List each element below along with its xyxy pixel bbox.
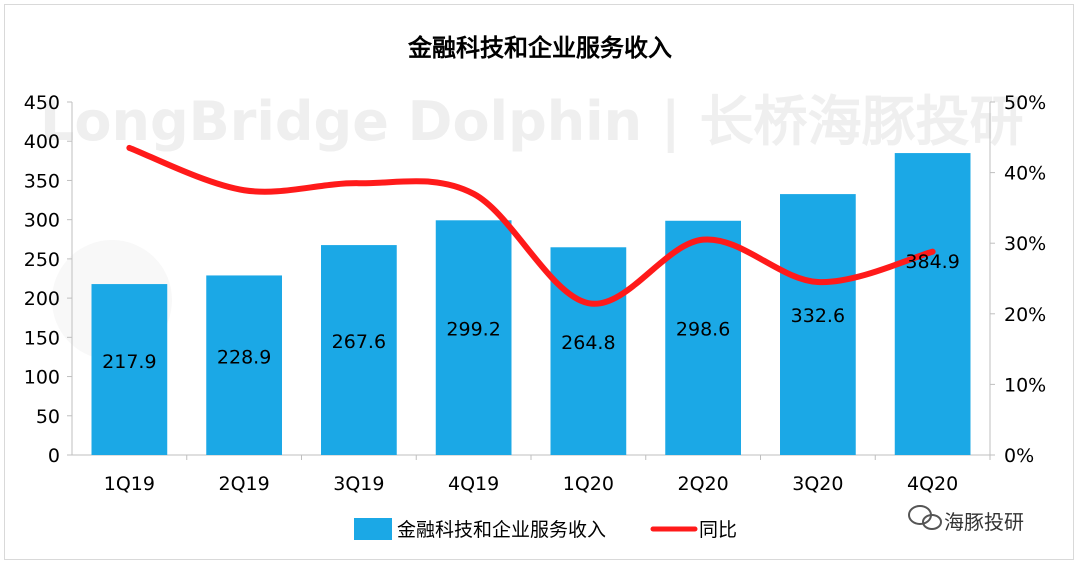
y-left-tick-label: 100 xyxy=(24,367,60,389)
legend-swatch-bar xyxy=(354,518,392,540)
y-left-tick-label: 300 xyxy=(24,210,60,232)
revenue-bar xyxy=(91,284,168,455)
y-right-tick-label: 40% xyxy=(1004,163,1046,185)
revenue-bar xyxy=(894,153,971,456)
x-tick-label: 1Q19 xyxy=(104,473,155,495)
bar-data-label: 298.6 xyxy=(676,319,730,341)
brand-label: 海豚投研 xyxy=(944,510,1024,534)
y-right-tick-label: 50% xyxy=(1004,92,1046,114)
bar-data-label: 264.8 xyxy=(561,332,615,354)
x-tick-label: 2Q19 xyxy=(219,473,270,495)
line-group xyxy=(126,144,936,307)
y-right-tick-label: 10% xyxy=(1004,374,1046,396)
y-right-tick-label: 30% xyxy=(1004,233,1046,255)
brand-badge: 海豚投研 xyxy=(908,505,1024,534)
legend-label-line: 同比 xyxy=(699,519,737,541)
bar-data-label: 332.6 xyxy=(791,305,845,327)
bars-group xyxy=(91,153,971,456)
revenue-bar xyxy=(780,194,856,455)
y-left-tick-label: 0 xyxy=(48,445,60,467)
chart-frame xyxy=(4,4,1074,560)
data-labels-group: 217.9 228.9 267.6 299.2 264.8 298.6 332.6 384.9 xyxy=(102,251,960,373)
legend-label-bar: 金融科技和企业服务收入 xyxy=(397,519,606,541)
y-left-tick-label: 150 xyxy=(24,327,60,349)
bar-data-label: 267.6 xyxy=(332,331,386,353)
y-left-tick-label: 200 xyxy=(24,288,60,310)
y-left-tick-label: 350 xyxy=(24,170,60,192)
y-left-tick-label: 250 xyxy=(24,249,60,271)
y-left-tick-label: 400 xyxy=(24,131,60,153)
x-tick-label: 4Q19 xyxy=(448,473,499,495)
x-tick-label: 1Q20 xyxy=(563,473,614,495)
x-tick-label: 2Q20 xyxy=(678,473,729,495)
revenue-bar xyxy=(206,275,282,455)
yoy-growth-line xyxy=(126,144,936,307)
x-tick-label: 3Q19 xyxy=(333,473,384,495)
watermark-text: LongBridge Dolphin | 长桥海豚投研 xyxy=(40,90,1023,153)
bar-data-label: 384.9 xyxy=(905,251,959,273)
y-left-tick-label: 450 xyxy=(24,92,60,114)
legend: 金融科技和企业服务收入 同比 xyxy=(354,518,737,541)
bar-data-label: 217.9 xyxy=(102,351,156,373)
revenue-bar xyxy=(321,245,397,455)
revenue-bar xyxy=(665,220,741,455)
y-right-tick-label: 20% xyxy=(1004,304,1046,326)
bar-data-label: 228.9 xyxy=(217,346,271,368)
revenue-bar xyxy=(435,220,512,455)
chart-title: 金融科技和企业服务收入 xyxy=(407,34,672,62)
y-right-tick-label: 0% xyxy=(1004,445,1034,467)
y-left-tick-label: 50 xyxy=(36,406,60,428)
bar-data-label: 299.2 xyxy=(446,318,500,340)
x-tick-label: 4Q20 xyxy=(907,473,958,495)
x-tick-label: 3Q20 xyxy=(792,473,843,495)
revenue-bar xyxy=(550,247,627,455)
wechat-icon xyxy=(908,505,942,530)
